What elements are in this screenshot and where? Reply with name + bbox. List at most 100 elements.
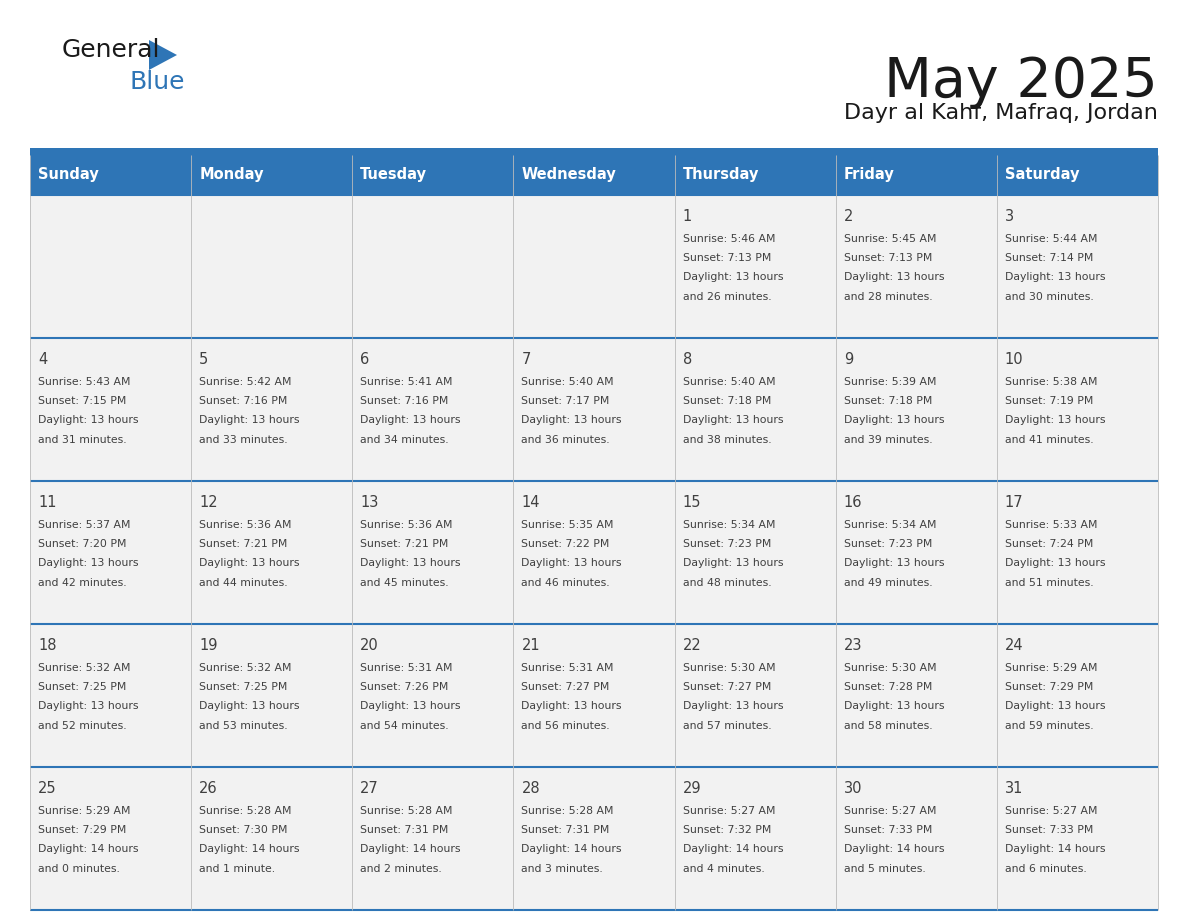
Text: and 42 minutes.: and 42 minutes. [38,577,127,588]
Text: Daylight: 13 hours: Daylight: 13 hours [683,558,783,568]
Text: Sunset: 7:19 PM: Sunset: 7:19 PM [1005,396,1093,406]
Text: Sunrise: 5:29 AM: Sunrise: 5:29 AM [1005,663,1098,673]
Bar [835,155,997,195]
Text: Daylight: 13 hours: Daylight: 13 hours [38,558,139,568]
Text: Daylight: 14 hours: Daylight: 14 hours [843,845,944,855]
Text: and 31 minutes.: and 31 minutes. [38,434,127,444]
Text: and 2 minutes.: and 2 minutes. [360,864,442,874]
Text: Daylight: 13 hours: Daylight: 13 hours [38,415,139,425]
Text: 29: 29 [683,781,701,796]
Text: and 41 minutes.: and 41 minutes. [1005,434,1093,444]
Bar [353,155,513,195]
Text: Sunrise: 5:27 AM: Sunrise: 5:27 AM [1005,806,1098,815]
Text: Daylight: 14 hours: Daylight: 14 hours [522,845,623,855]
Text: Daylight: 14 hours: Daylight: 14 hours [683,845,783,855]
Text: Sunset: 7:27 PM: Sunset: 7:27 PM [522,682,609,692]
Text: 31: 31 [1005,781,1023,796]
Bar [353,195,513,338]
Text: Sunrise: 5:34 AM: Sunrise: 5:34 AM [683,520,775,530]
Text: Sunset: 7:18 PM: Sunset: 7:18 PM [843,396,933,406]
Bar [997,624,1158,767]
Text: Thursday: Thursday [683,167,759,183]
Text: Sunset: 7:13 PM: Sunset: 7:13 PM [843,253,933,263]
Text: 4: 4 [38,353,48,367]
Text: Sunset: 7:15 PM: Sunset: 7:15 PM [38,396,126,406]
Bar [675,195,835,338]
Bar [513,195,675,338]
Text: Sunset: 7:29 PM: Sunset: 7:29 PM [1005,682,1093,692]
Text: Sunset: 7:30 PM: Sunset: 7:30 PM [200,825,287,834]
Bar [191,338,353,481]
Text: and 33 minutes.: and 33 minutes. [200,434,287,444]
Text: Sunset: 7:29 PM: Sunset: 7:29 PM [38,825,126,834]
Text: and 53 minutes.: and 53 minutes. [200,721,287,731]
Text: Sunrise: 5:36 AM: Sunrise: 5:36 AM [200,520,292,530]
Text: Daylight: 14 hours: Daylight: 14 hours [200,845,299,855]
Text: 25: 25 [38,781,57,796]
Bar [997,195,1158,338]
Text: Sunset: 7:23 PM: Sunset: 7:23 PM [843,539,933,549]
Text: and 3 minutes.: and 3 minutes. [522,864,604,874]
Text: and 30 minutes.: and 30 minutes. [1005,292,1094,301]
Text: Sunset: 7:26 PM: Sunset: 7:26 PM [360,682,449,692]
Text: Sunrise: 5:45 AM: Sunrise: 5:45 AM [843,233,936,243]
Bar [513,338,675,481]
Text: and 51 minutes.: and 51 minutes. [1005,577,1093,588]
Text: Sunset: 7:31 PM: Sunset: 7:31 PM [522,825,609,834]
Text: 6: 6 [360,353,369,367]
Text: 17: 17 [1005,496,1024,510]
Bar [675,155,835,195]
Bar [30,338,191,481]
Text: Sunset: 7:24 PM: Sunset: 7:24 PM [1005,539,1093,549]
Bar [353,624,513,767]
Bar [513,155,675,195]
Text: Daylight: 13 hours: Daylight: 13 hours [200,701,299,711]
Text: 14: 14 [522,496,541,510]
Bar [191,195,353,338]
Text: Daylight: 13 hours: Daylight: 13 hours [843,701,944,711]
Bar [835,624,997,767]
Text: and 56 minutes.: and 56 minutes. [522,721,611,731]
Bar [513,481,675,624]
Bar [30,767,191,910]
Text: 13: 13 [360,496,379,510]
Text: Sunrise: 5:37 AM: Sunrise: 5:37 AM [38,520,131,530]
Text: Sunrise: 5:40 AM: Sunrise: 5:40 AM [683,376,776,386]
Text: Sunset: 7:23 PM: Sunset: 7:23 PM [683,539,771,549]
Text: and 49 minutes.: and 49 minutes. [843,577,933,588]
Bar [675,481,835,624]
Bar [30,195,191,338]
Text: 16: 16 [843,496,862,510]
Text: Sunset: 7:16 PM: Sunset: 7:16 PM [360,396,449,406]
Text: Daylight: 13 hours: Daylight: 13 hours [360,701,461,711]
Bar [513,767,675,910]
Bar [191,624,353,767]
Text: Sunday: Sunday [38,167,99,183]
Text: Sunrise: 5:32 AM: Sunrise: 5:32 AM [38,663,131,673]
Text: Sunset: 7:14 PM: Sunset: 7:14 PM [1005,253,1093,263]
Text: 2: 2 [843,209,853,224]
Text: 30: 30 [843,781,862,796]
Text: Sunset: 7:22 PM: Sunset: 7:22 PM [522,539,609,549]
Text: and 39 minutes.: and 39 minutes. [843,434,933,444]
Text: Daylight: 13 hours: Daylight: 13 hours [522,701,623,711]
Text: 23: 23 [843,638,862,654]
Text: 15: 15 [683,496,701,510]
Text: and 38 minutes.: and 38 minutes. [683,434,771,444]
Text: Daylight: 14 hours: Daylight: 14 hours [1005,845,1105,855]
Text: General: General [62,38,160,62]
Text: and 26 minutes.: and 26 minutes. [683,292,771,301]
Text: Sunset: 7:21 PM: Sunset: 7:21 PM [200,539,287,549]
Text: Daylight: 13 hours: Daylight: 13 hours [522,415,623,425]
Text: Sunrise: 5:34 AM: Sunrise: 5:34 AM [843,520,936,530]
Text: Sunrise: 5:46 AM: Sunrise: 5:46 AM [683,233,775,243]
Text: and 0 minutes.: and 0 minutes. [38,864,120,874]
Text: Sunset: 7:25 PM: Sunset: 7:25 PM [38,682,126,692]
Text: Dayr al Kahf, Mafraq, Jordan: Dayr al Kahf, Mafraq, Jordan [845,103,1158,123]
Text: Sunrise: 5:36 AM: Sunrise: 5:36 AM [360,520,453,530]
Text: and 5 minutes.: and 5 minutes. [843,864,925,874]
Text: 10: 10 [1005,353,1024,367]
Bar [513,624,675,767]
Bar [191,155,353,195]
Text: Wednesday: Wednesday [522,167,617,183]
